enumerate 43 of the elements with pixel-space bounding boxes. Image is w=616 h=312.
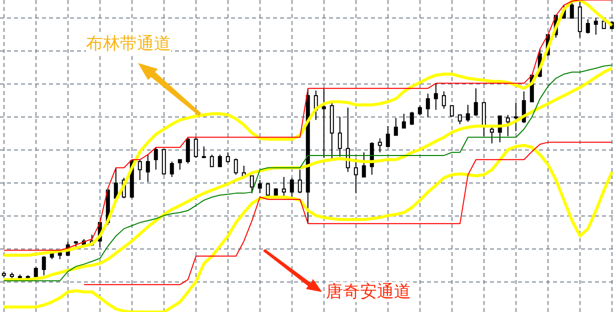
candlestick [442, 90, 446, 110]
candlestick [186, 136, 190, 164]
candlestick [322, 88, 326, 158]
candlestick [594, 18, 598, 36]
candlestick [362, 152, 366, 178]
candlestick [450, 105, 454, 117]
candlestick [226, 152, 230, 164]
candlestick [418, 105, 422, 116]
candlestick [290, 177, 294, 198]
candlestick [434, 82, 438, 110]
candlestick [410, 111, 414, 126]
candlestick [170, 161, 174, 178]
candlestick [210, 154, 214, 168]
candlestick [466, 104, 470, 122]
candlestick [586, 18, 590, 34]
candlestick [178, 159, 182, 170]
candlestick [354, 158, 358, 194]
candlestick [570, 0, 574, 19]
candlestick [514, 102, 518, 132]
candlestick [202, 146, 206, 158]
candlestick [394, 117, 398, 136]
candlestick [218, 154, 222, 168]
candlestick [482, 102, 486, 137]
candlestick [426, 93, 430, 118]
candlestick [194, 136, 198, 158]
candlestick [378, 138, 382, 153]
candlestick [250, 175, 254, 194]
candlestick [402, 113, 406, 129]
candlestick [234, 158, 238, 176]
candlestick [506, 114, 510, 137]
text: 唐奇安通道 [326, 282, 411, 302]
candlestick [154, 146, 158, 170]
candlestick [138, 159, 142, 181]
candlestick [146, 154, 150, 182]
candlestick [386, 126, 390, 147]
candlestick [42, 256, 46, 276]
candlestick [338, 116, 342, 158]
candlestick [258, 180, 262, 194]
annotation: 布林带通道 [86, 34, 171, 54]
candlestick [474, 88, 478, 117]
candlestick [458, 114, 462, 125]
candlestick [282, 176, 286, 198]
candlestick [298, 169, 302, 194]
